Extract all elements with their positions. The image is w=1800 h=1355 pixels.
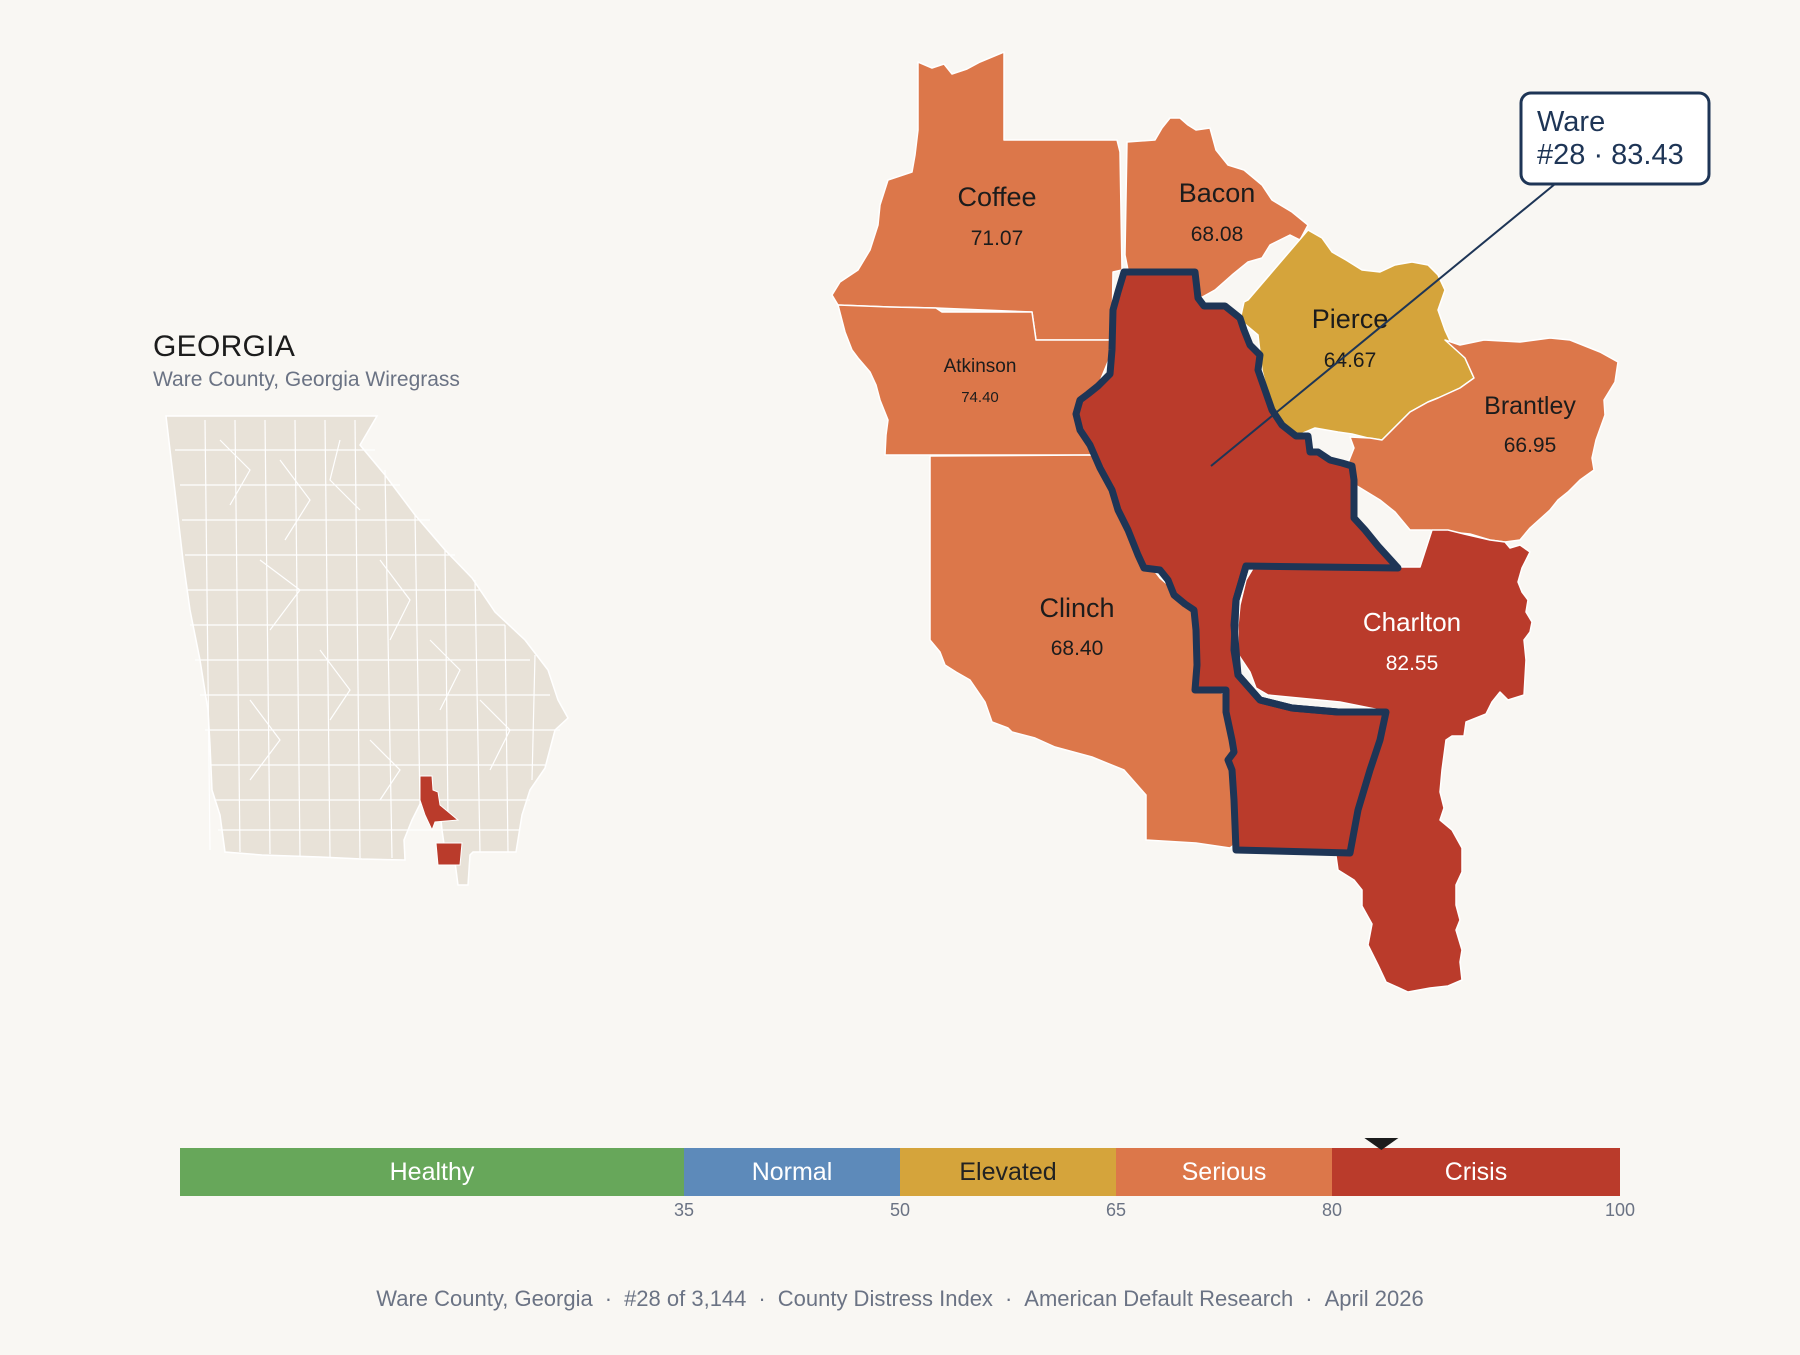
county-map — [831, 51, 1619, 993]
state-locator-map — [165, 415, 569, 886]
scale-marker-icon — [1364, 1138, 1399, 1150]
footer-separator: · — [604, 1286, 613, 1311]
county-ware — [1072, 268, 1402, 857]
county-labels: Coffee 71.07 Bacon 68.08 Atkinson 74.40 … — [944, 178, 1577, 675]
scale-label-normal: Normal — [752, 1158, 833, 1186]
county-label-atkinson-name: Atkinson — [944, 356, 1017, 377]
county-label-clinch-score: 68.40 — [1051, 637, 1104, 660]
scale-tick-label: 100 — [1605, 1200, 1635, 1220]
county-label-atkinson-score: 74.40 — [961, 389, 999, 406]
county-grid — [175, 419, 560, 859]
county-label-brantley-name: Brantley — [1484, 392, 1576, 420]
county-label-pierce-score: 64.67 — [1324, 349, 1377, 372]
county-charlton — [1237, 529, 1533, 993]
footer-rank: #28 of 3,144 — [624, 1286, 747, 1311]
county-label-clinch-name: Clinch — [1039, 593, 1114, 623]
county-label-bacon-name: Bacon — [1179, 178, 1256, 208]
scale-label-elevated: Elevated — [959, 1158, 1056, 1186]
scale-tick-label: 50 — [890, 1200, 910, 1220]
scale-tick-label: 65 — [1106, 1200, 1126, 1220]
callout-rank-score: #28 · 83.43 — [1537, 139, 1684, 171]
focus-callout: Ware #28 · 83.43 — [1210, 91, 1711, 467]
county-label-charlton-score: 82.55 — [1386, 652, 1439, 675]
scale-tick-label: 80 — [1322, 1200, 1342, 1220]
county-label-pierce-name: Pierce — [1312, 304, 1389, 334]
scale-label-serious: Serious — [1182, 1158, 1267, 1186]
state-subtitle: Ware County, Georgia Wiregrass — [153, 368, 460, 391]
callout-box — [1519, 91, 1711, 186]
callout-county-name: Ware — [1537, 106, 1605, 138]
county-label-coffee-score: 71.07 — [971, 227, 1024, 250]
county-label-charlton-name: Charlton — [1363, 607, 1461, 637]
footer-separator: · — [1004, 1286, 1013, 1311]
county-ware-inner-line — [1230, 565, 1386, 716]
county-label-brantley-score: 66.95 — [1504, 434, 1557, 457]
state-title: GEORGIA — [153, 330, 296, 363]
footer-publisher: American Default Research — [1024, 1286, 1294, 1311]
scale-segment-serious — [1116, 1148, 1332, 1196]
scale-label-crisis: Crisis — [1445, 1158, 1508, 1186]
scale-tick-label: 35 — [674, 1200, 694, 1220]
scale-segment-healthy — [180, 1148, 684, 1196]
callout-leader-line — [1210, 183, 1556, 467]
scale-segment-crisis — [1332, 1148, 1620, 1196]
scale-label-healthy: Healthy — [390, 1158, 475, 1186]
footer-separator: · — [758, 1286, 766, 1311]
scale-segment-elevated — [900, 1148, 1116, 1196]
locator-highlight-ware — [419, 775, 460, 832]
footer-index: County Distress Index — [777, 1286, 993, 1311]
footer-caption: Ware County, Georgia · #28 of 3,144 · County… — [0, 1286, 1800, 1312]
footer-county: Ware County, Georgia — [376, 1286, 593, 1311]
scale-segment-normal — [684, 1148, 900, 1196]
county-label-bacon-score: 68.08 — [1191, 223, 1244, 246]
county-label-coffee-name: Coffee — [957, 182, 1036, 212]
footer-separator: · — [1305, 1286, 1313, 1311]
locator-highlight-charlton — [435, 842, 463, 866]
footer-date: April 2026 — [1324, 1286, 1424, 1311]
distress-scale: Healthy Normal Elevated Serious Crisis 35 50 65… — [180, 1138, 1635, 1220]
state-header: GEORGIA Ware County, Georgia Wiregrass — [153, 330, 460, 392]
